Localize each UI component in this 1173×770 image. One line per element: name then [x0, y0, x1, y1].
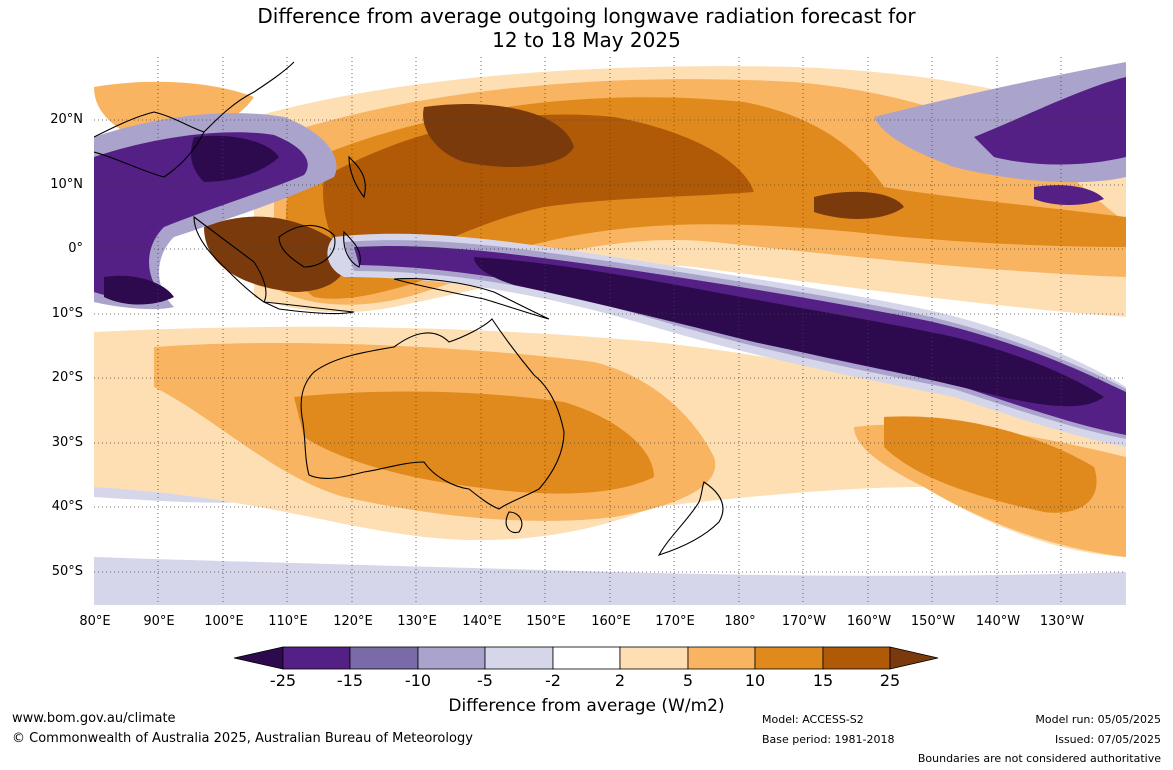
lon-label: 130°W — [1039, 614, 1085, 629]
colorbar-segment — [552, 646, 621, 670]
lon-label: 130°E — [397, 614, 437, 629]
lon-label: 90°E — [143, 614, 175, 629]
anomaly-region — [1034, 185, 1104, 205]
colorbar-tick: -2 — [545, 671, 561, 690]
coastlines — [94, 61, 724, 556]
lon-label: 160°W — [846, 614, 892, 629]
colorbar-segment — [349, 646, 419, 670]
colorbar-segment — [417, 646, 486, 670]
model-run-date: Model run: 05/05/2025 — [1035, 713, 1161, 726]
lon-label: 170°E — [655, 614, 695, 629]
lon-label: 160°E — [591, 614, 631, 629]
anomaly-region — [354, 246, 1126, 435]
colorbar-segment — [484, 646, 554, 670]
colorbar — [234, 646, 939, 670]
lon-label: 140°W — [975, 614, 1021, 629]
boundary-disclaimer: Boundaries are not considered authoritat… — [917, 752, 1161, 765]
lon-label: 180° — [724, 614, 756, 629]
tasmania-coastline — [505, 511, 523, 534]
lat-label: 20°S — [51, 370, 83, 385]
olr-anomaly-map — [94, 57, 1126, 605]
map-title-line2: 12 to 18 May 2025 — [492, 28, 681, 52]
lat-label: 10°S — [51, 306, 83, 321]
lon-label: 140°E — [462, 614, 502, 629]
new-guinea-coastline — [393, 278, 550, 320]
base-period: Base period: 1981-2018 — [762, 733, 895, 746]
map-svg — [94, 57, 1126, 605]
copyright-notice: © Commonwealth of Australia 2025, Austra… — [12, 731, 473, 746]
australia-coastline — [300, 318, 565, 510]
colorbar-tick: 15 — [812, 671, 834, 690]
colorbar-segment — [282, 646, 351, 670]
graticule — [94, 57, 1126, 605]
map-title-line1: Difference from average outgoing longwav… — [257, 4, 916, 28]
lon-label: 170°W — [781, 614, 827, 629]
anomaly-region — [814, 191, 904, 219]
anomaly-region — [191, 135, 279, 182]
colorbar-tick: 10 — [744, 671, 766, 690]
anomaly-region — [974, 77, 1126, 165]
colorbar-segment — [822, 646, 891, 670]
website-url: www.bom.gov.au/climate — [12, 711, 176, 726]
sulawesi-coastline — [343, 230, 361, 268]
lat-label: 50°S — [51, 564, 83, 579]
lon-label: 100°E — [204, 614, 244, 629]
colorbar-segment — [619, 646, 689, 670]
colorbar-tick: -25 — [269, 671, 297, 690]
colorbar-tick: 2 — [614, 671, 626, 690]
anomaly-region — [104, 275, 174, 305]
colorbar-extend-max — [889, 646, 939, 670]
lat-label: 40°S — [51, 499, 83, 514]
new-zealand-coastline — [657, 481, 724, 556]
philippines-coastline — [348, 155, 366, 199]
lat-label: 20°N — [50, 112, 83, 127]
lon-label: 120°E — [333, 614, 373, 629]
model-name: Model: ACCESS-S2 — [762, 713, 864, 726]
issued-date: Issued: 07/05/2025 — [1054, 733, 1161, 746]
lon-label: 150°E — [526, 614, 566, 629]
colorbar-tick: -5 — [477, 671, 493, 690]
lon-label: 110°E — [268, 614, 308, 629]
java-coastline — [263, 301, 355, 314]
anomaly-region — [474, 257, 1104, 407]
lat-label: 30°S — [51, 435, 83, 450]
lat-label: 10°N — [50, 177, 83, 192]
lon-label: 150°W — [910, 614, 956, 629]
colorbar-segment — [687, 646, 756, 670]
anomaly-region — [423, 103, 574, 167]
lon-label: 80°E — [79, 614, 111, 629]
colorbar-segment — [754, 646, 824, 670]
colorbar-extend-min — [234, 646, 284, 670]
colorbar-tick: -10 — [404, 671, 432, 690]
anomaly-region — [204, 216, 347, 292]
colorbar-tick: 25 — [879, 671, 901, 690]
colorbar-label: Difference from average (W/m2) — [448, 696, 725, 716]
anomaly-region — [94, 132, 308, 300]
lat-label: 0° — [68, 241, 83, 256]
colorbar-tick: 5 — [682, 671, 694, 690]
china-coastline — [203, 61, 295, 133]
borneo-coastline — [278, 224, 336, 268]
anomaly-region — [884, 416, 1097, 513]
colorbar-tick: -15 — [336, 671, 364, 690]
